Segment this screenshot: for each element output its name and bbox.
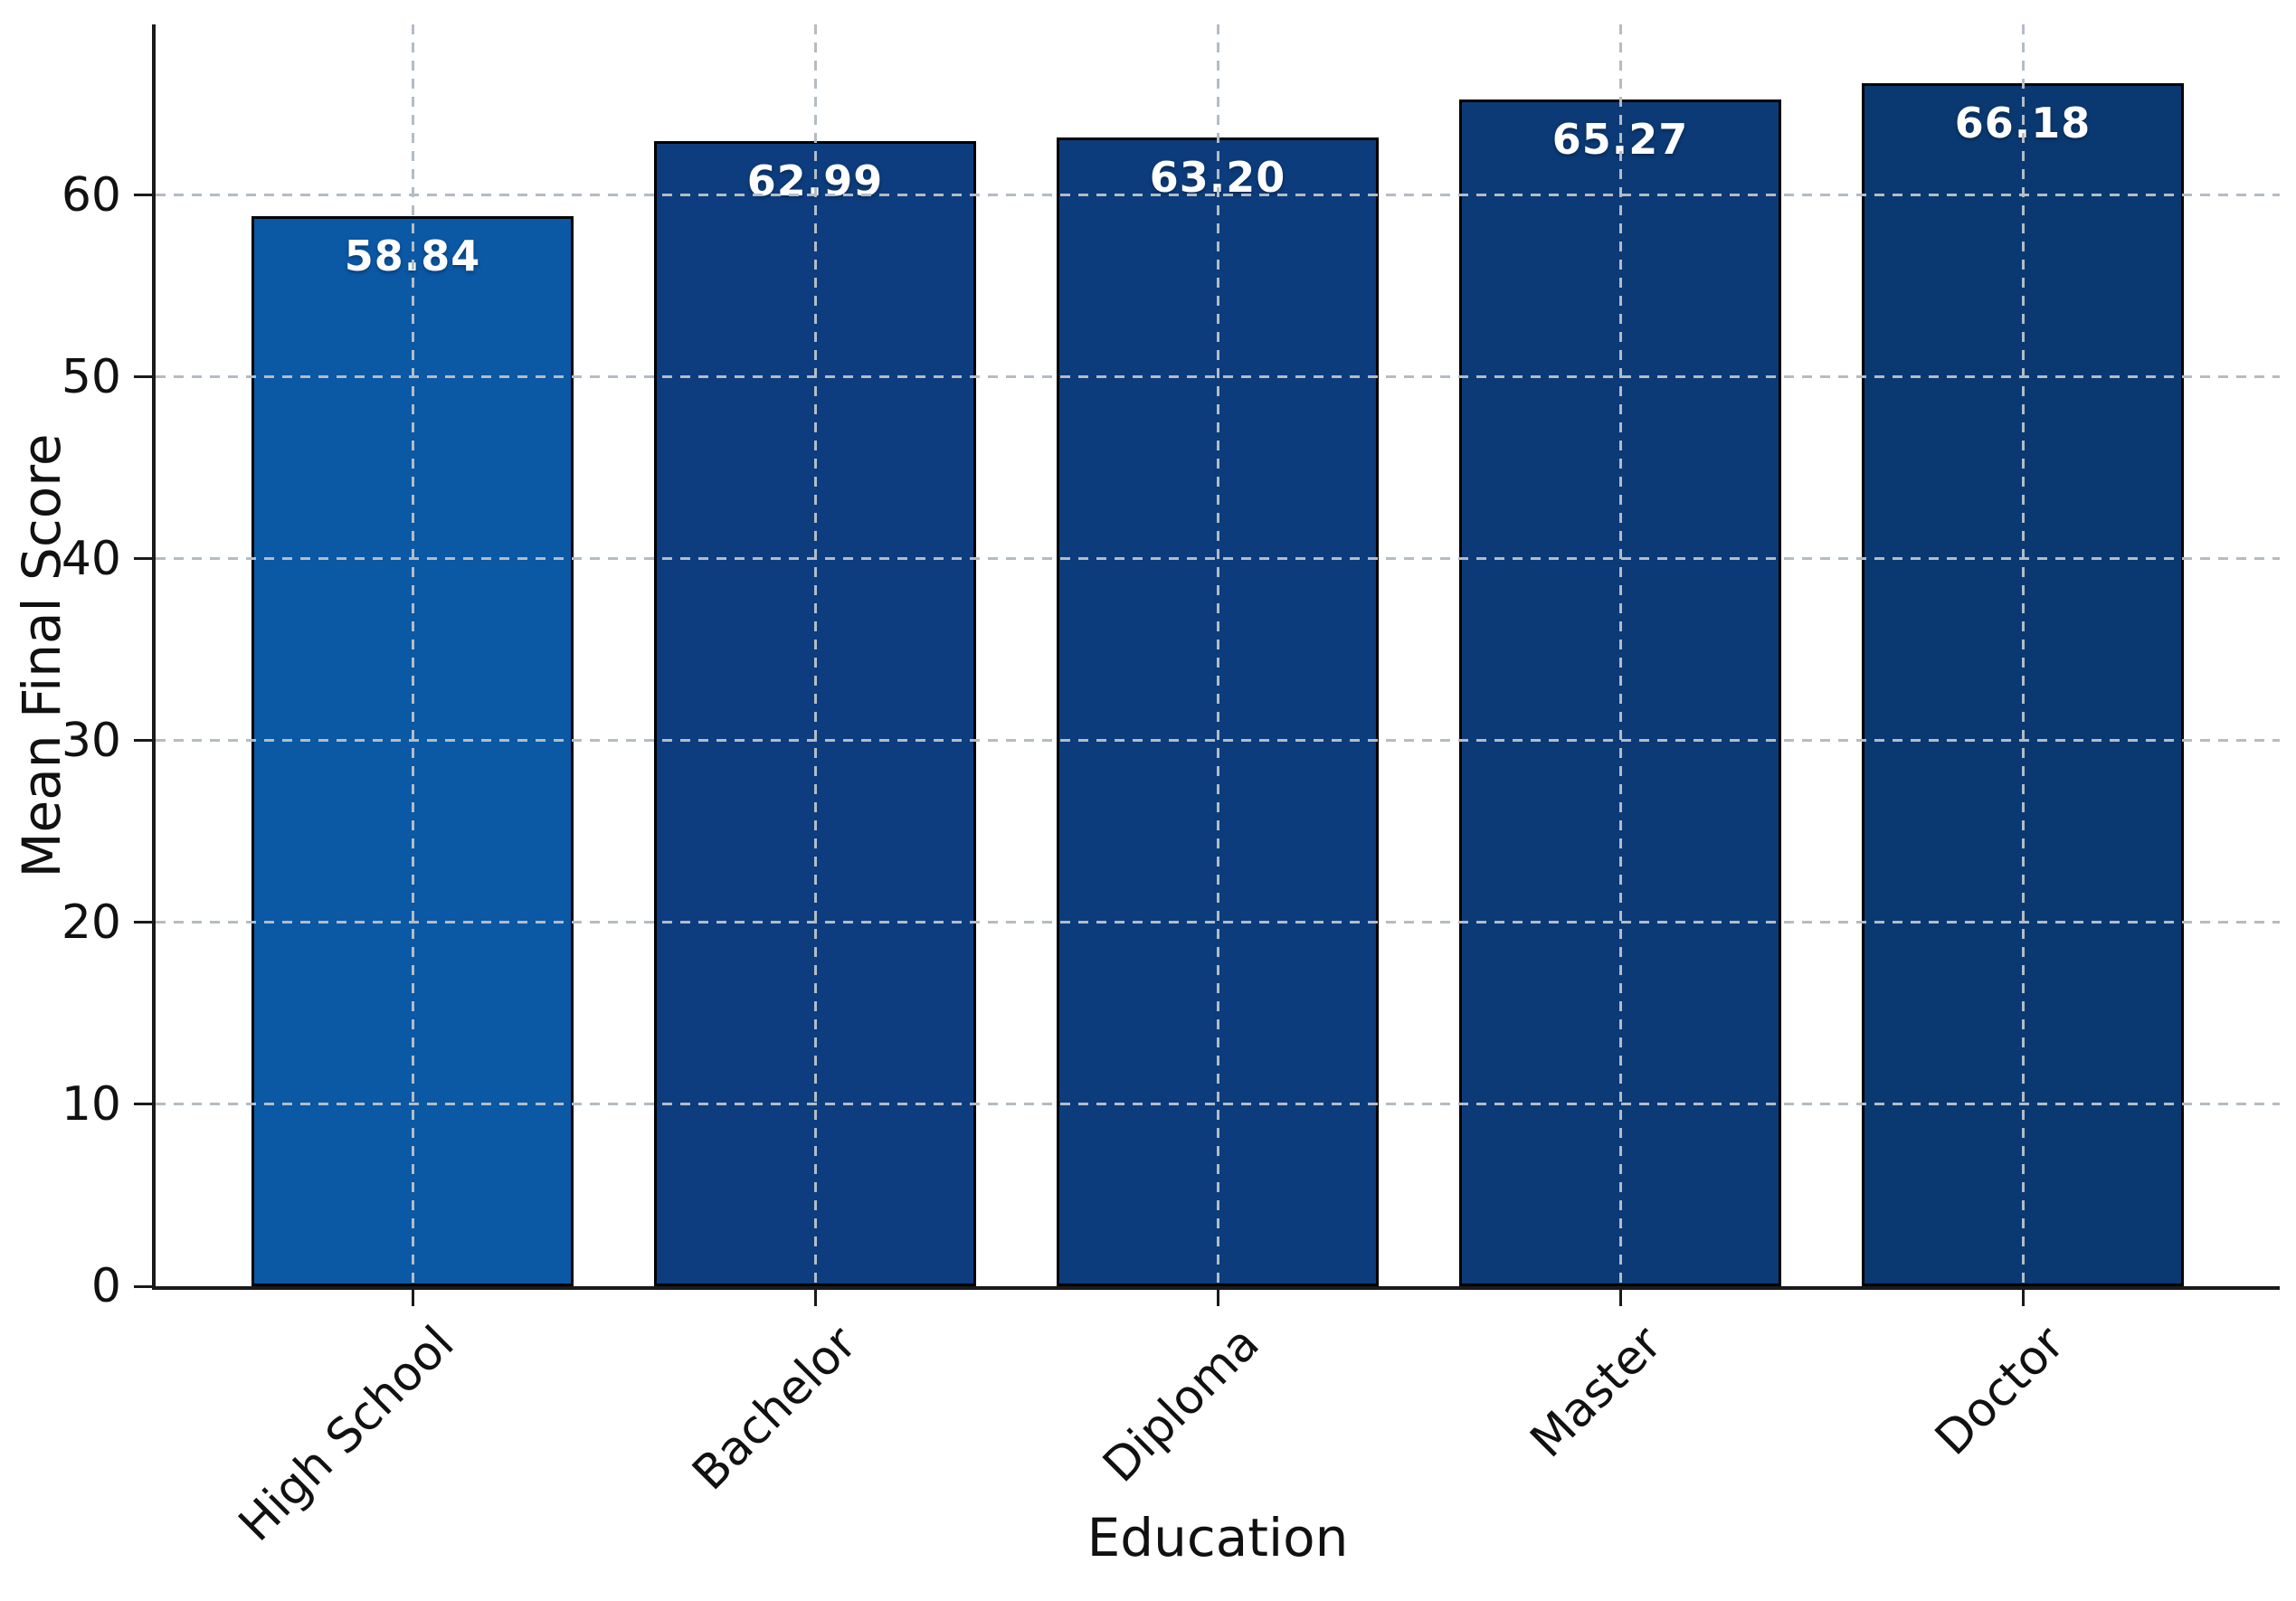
gridline-vertical xyxy=(1216,24,1219,1286)
x-tick-label: Bachelor xyxy=(682,1316,868,1502)
y-tick-label: 30 xyxy=(61,713,121,768)
gridline-horizontal xyxy=(156,739,2280,743)
gridline-vertical xyxy=(813,24,817,1286)
x-tick-mark xyxy=(1618,1290,1622,1306)
y-tick-mark xyxy=(134,739,156,743)
gridline-vertical xyxy=(411,24,414,1286)
y-tick-mark xyxy=(134,557,156,561)
y-tick-label: 60 xyxy=(61,167,121,223)
gridline-horizontal xyxy=(156,921,2280,924)
y-tick-mark xyxy=(134,375,156,379)
y-tick-label: 40 xyxy=(61,531,121,586)
gridline-vertical xyxy=(1618,24,1622,1286)
x-tick-mark xyxy=(1216,1290,1219,1306)
gridline-horizontal xyxy=(156,557,2280,561)
gridline-horizontal xyxy=(156,375,2280,379)
x-tick-mark xyxy=(813,1290,817,1306)
y-tick-label: 50 xyxy=(61,349,121,404)
gridline-horizontal xyxy=(156,194,2280,197)
x-tick-mark xyxy=(411,1290,414,1306)
y-tick-mark xyxy=(134,921,156,924)
x-tick-mark xyxy=(2021,1290,2025,1306)
y-tick-label: 0 xyxy=(90,1259,121,1313)
y-tick-mark xyxy=(134,1284,156,1288)
x-axis-title: Education xyxy=(1086,1507,1349,1568)
x-tick-label: Doctor xyxy=(1925,1316,2075,1466)
y-axis-spine xyxy=(152,24,156,1290)
x-axis-spine xyxy=(152,1286,2280,1290)
y-tick-label: 10 xyxy=(61,1076,121,1132)
x-tick-label: High School xyxy=(228,1316,465,1552)
y-tick-label: 20 xyxy=(61,895,121,950)
y-axis-title: Mean Final Score xyxy=(11,433,72,878)
y-tick-mark xyxy=(134,194,156,197)
gridline-horizontal xyxy=(156,1103,2280,1106)
gridline-vertical xyxy=(2021,24,2025,1286)
y-tick-mark xyxy=(134,1103,156,1106)
